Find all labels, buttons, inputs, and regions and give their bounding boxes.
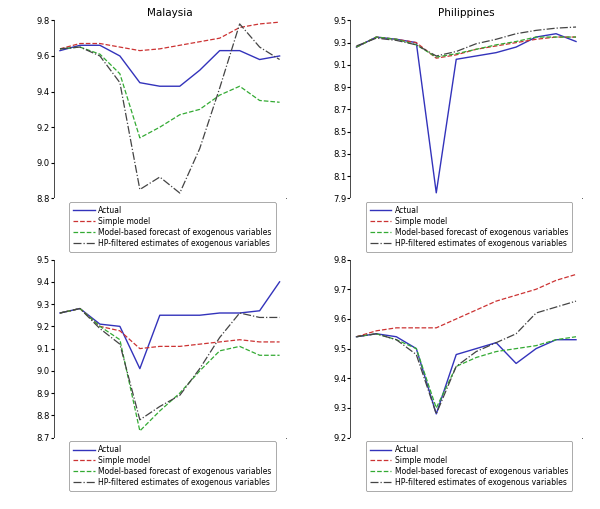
Legend: Actual, Simple model, Model-based forecast of exogenous variables, HP-filtered e: Actual, Simple model, Model-based foreca… [70, 441, 275, 491]
Text: 2010: 2010 [535, 214, 557, 223]
Text: 2008: 2008 [79, 454, 101, 463]
Text: 2009: 2009 [158, 454, 181, 463]
Text: 2008: 2008 [375, 454, 398, 463]
Text: 2009: 2009 [455, 214, 478, 223]
Title: Thailand: Thailand [444, 247, 488, 258]
Text: 2009: 2009 [455, 454, 478, 463]
Legend: Actual, Simple model, Model-based forecast of exogenous variables, HP-filtered e: Actual, Simple model, Model-based foreca… [366, 202, 572, 251]
Text: 2008: 2008 [79, 214, 101, 223]
Text: 2010: 2010 [238, 214, 261, 223]
Legend: Actual, Simple model, Model-based forecast of exogenous variables, HP-filtered e: Actual, Simple model, Model-based foreca… [70, 202, 275, 251]
Legend: Actual, Simple model, Model-based forecast of exogenous variables, HP-filtered e: Actual, Simple model, Model-based foreca… [366, 441, 572, 491]
Title: Indonesia: Indonesia [145, 247, 195, 258]
Text: 2010: 2010 [535, 454, 557, 463]
Text: 2008: 2008 [375, 214, 398, 223]
Title: Malaysia: Malaysia [147, 8, 193, 18]
Title: Philippines: Philippines [438, 8, 494, 18]
Text: 2009: 2009 [158, 214, 181, 223]
Text: 2010: 2010 [238, 454, 261, 463]
